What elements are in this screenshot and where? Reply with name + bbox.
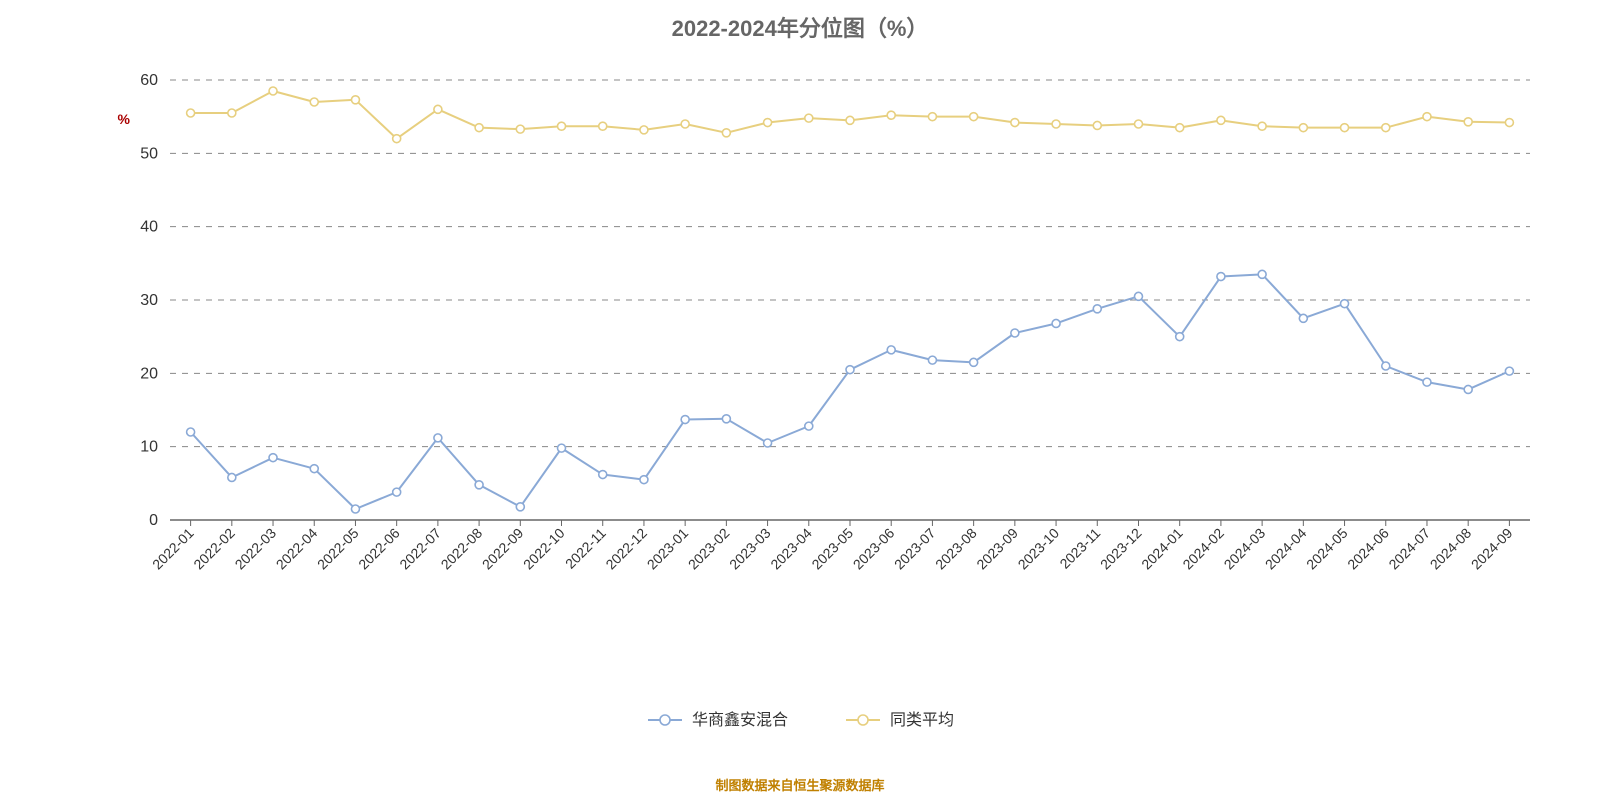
legend-swatch-marker [660,715,670,725]
series-marker-1 [1464,118,1472,126]
series-marker-0 [722,415,730,423]
series-marker-1 [599,122,607,130]
series-marker-1 [1052,120,1060,128]
series-marker-0 [1341,300,1349,308]
series-marker-1 [805,114,813,122]
series-marker-1 [393,135,401,143]
series-marker-1 [970,113,978,121]
series-marker-1 [1505,119,1513,127]
y-tick-label: 50 [140,145,158,162]
chart-svg: 2022-2024年分位图（%）0102030405060%2022-01202… [0,0,1600,800]
series-marker-0 [928,356,936,364]
series-marker-1 [187,109,195,117]
series-marker-0 [351,505,359,513]
series-marker-1 [558,122,566,130]
series-marker-1 [1299,124,1307,132]
series-marker-1 [1423,113,1431,121]
series-marker-0 [187,428,195,436]
legend-label: 同类平均 [890,711,954,729]
series-marker-0 [1299,314,1307,322]
series-marker-0 [1011,329,1019,337]
series-marker-0 [681,416,689,424]
series-marker-1 [1176,124,1184,132]
chart-footer: 制图数据来自恒生聚源数据库 [715,778,884,793]
legend-swatch-marker [858,715,868,725]
series-marker-1 [1093,121,1101,129]
series-marker-1 [928,113,936,121]
series-marker-1 [640,126,648,134]
series-marker-0 [1382,362,1390,370]
legend-label: 华商鑫安混合 [692,710,788,729]
series-marker-1 [1258,122,1266,130]
series-marker-1 [1134,120,1142,128]
series-marker-0 [475,481,483,489]
series-marker-0 [805,422,813,430]
series-marker-0 [393,488,401,496]
series-marker-0 [1464,385,1472,393]
series-marker-0 [1217,273,1225,281]
series-marker-1 [1382,124,1390,132]
series-marker-1 [516,125,524,133]
series-marker-1 [1341,124,1349,132]
series-marker-1 [228,109,236,117]
series-marker-1 [1011,119,1019,127]
series-marker-0 [970,358,978,366]
series-marker-0 [1258,270,1266,278]
series-marker-0 [887,346,895,354]
series-marker-1 [434,105,442,113]
series-marker-1 [722,129,730,137]
series-marker-1 [475,124,483,132]
series-marker-0 [1423,378,1431,386]
series-marker-0 [1093,305,1101,313]
series-marker-0 [764,439,772,447]
series-marker-0 [228,473,236,481]
series-marker-1 [846,116,854,124]
y-tick-label: 10 [140,439,158,456]
y-unit-label: % [118,111,131,127]
series-marker-1 [269,87,277,95]
chart-title: 2022-2024年分位图（%） [672,16,929,41]
series-marker-1 [351,96,359,104]
percentile-line-chart: 2022-2024年分位图（%）0102030405060%2022-01202… [0,0,1600,800]
series-marker-1 [764,119,772,127]
series-marker-0 [310,465,318,473]
y-tick-label: 0 [149,512,158,529]
series-marker-1 [1217,116,1225,124]
y-tick-label: 30 [140,292,158,309]
y-tick-label: 20 [140,365,158,382]
series-marker-0 [1176,333,1184,341]
y-tick-label: 40 [140,219,158,236]
series-marker-0 [1505,367,1513,375]
series-marker-0 [516,503,524,511]
series-marker-0 [640,476,648,484]
series-marker-0 [558,444,566,452]
series-marker-0 [599,471,607,479]
series-marker-0 [269,454,277,462]
y-tick-label: 60 [140,72,158,89]
series-marker-1 [681,120,689,128]
series-marker-1 [887,111,895,119]
series-marker-0 [1134,292,1142,300]
series-marker-1 [310,98,318,106]
series-marker-0 [846,366,854,374]
series-marker-0 [434,434,442,442]
series-marker-0 [1052,319,1060,327]
